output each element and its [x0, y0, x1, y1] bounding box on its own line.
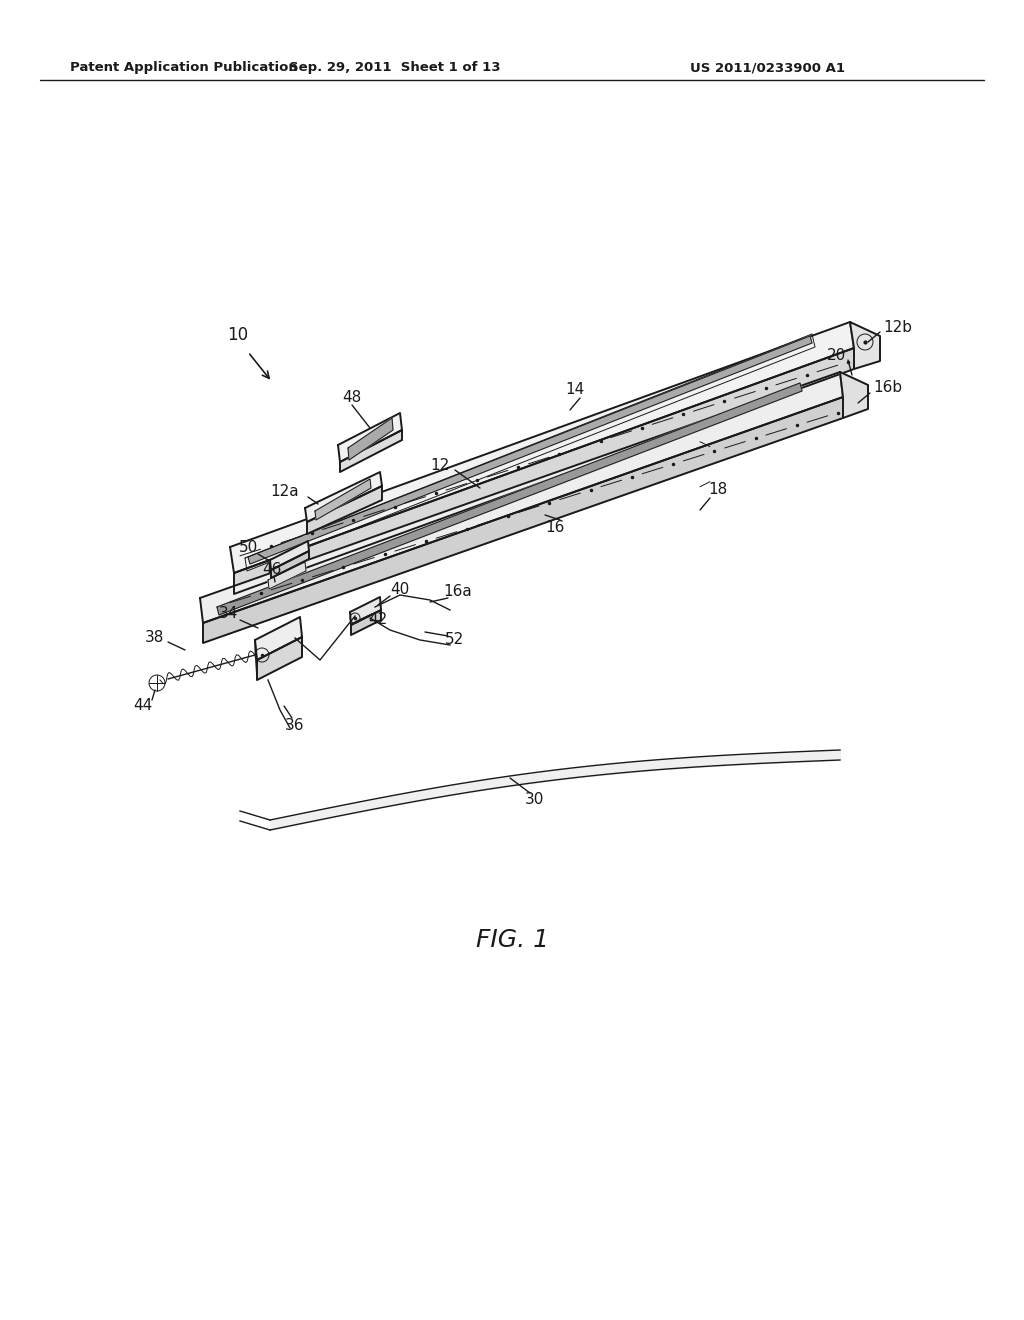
Text: 34: 34 [218, 606, 238, 622]
Polygon shape [217, 383, 802, 615]
Polygon shape [200, 372, 843, 623]
Text: 16a: 16a [443, 585, 472, 599]
Text: 44: 44 [133, 697, 153, 713]
Text: 48: 48 [342, 389, 361, 404]
Text: 16: 16 [546, 520, 564, 536]
Text: 36: 36 [286, 718, 305, 733]
Text: 12: 12 [430, 458, 450, 473]
Polygon shape [230, 322, 854, 573]
Text: 46: 46 [262, 562, 282, 578]
Text: Sep. 29, 2011  Sheet 1 of 13: Sep. 29, 2011 Sheet 1 of 13 [289, 62, 501, 74]
Polygon shape [255, 616, 302, 660]
Polygon shape [257, 638, 302, 680]
Text: 12b: 12b [884, 321, 912, 335]
Polygon shape [338, 413, 402, 462]
Text: 10: 10 [227, 326, 249, 345]
Polygon shape [350, 597, 381, 624]
Text: US 2011/0233900 A1: US 2011/0233900 A1 [690, 62, 845, 74]
Polygon shape [351, 610, 381, 635]
Text: 14: 14 [565, 383, 585, 397]
Text: 42: 42 [369, 612, 388, 627]
Polygon shape [305, 473, 382, 521]
Text: 50: 50 [239, 540, 258, 556]
Text: 20: 20 [827, 347, 847, 363]
Polygon shape [315, 479, 371, 520]
Polygon shape [307, 486, 382, 535]
Text: 18: 18 [709, 483, 728, 498]
Polygon shape [840, 372, 868, 418]
Polygon shape [255, 640, 257, 680]
Text: Patent Application Publication: Patent Application Publication [70, 62, 298, 74]
Polygon shape [340, 430, 402, 473]
Text: 38: 38 [145, 631, 165, 645]
Polygon shape [270, 541, 309, 570]
Polygon shape [234, 348, 854, 594]
Text: 30: 30 [525, 792, 545, 808]
Text: FIG. 1: FIG. 1 [475, 928, 549, 952]
Text: 12a: 12a [270, 484, 299, 499]
Text: 52: 52 [445, 632, 465, 648]
Polygon shape [348, 418, 393, 459]
Text: 16b: 16b [873, 380, 902, 396]
Polygon shape [268, 562, 306, 589]
Polygon shape [248, 337, 812, 564]
Polygon shape [850, 322, 880, 370]
Polygon shape [203, 397, 843, 643]
Text: 40: 40 [390, 582, 410, 598]
Polygon shape [271, 550, 309, 578]
